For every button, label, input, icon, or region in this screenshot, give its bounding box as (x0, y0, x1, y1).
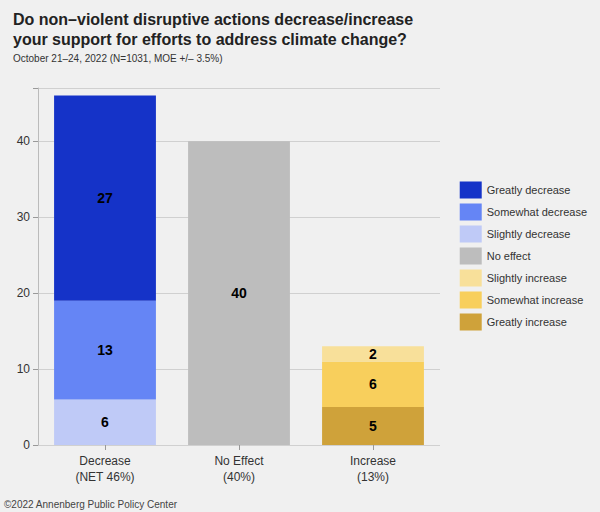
svg-text:40: 40 (231, 285, 247, 301)
svg-text:Greatly increase: Greatly increase (487, 316, 567, 328)
svg-text:Somewhat increase: Somewhat increase (487, 294, 584, 306)
svg-text:Decrease: Decrease (79, 454, 131, 468)
svg-text:6: 6 (369, 376, 377, 392)
svg-text:27: 27 (97, 190, 113, 206)
svg-text:(NET 46%): (NET 46%) (75, 470, 134, 484)
svg-text:Do non–violent disruptive acti: Do non–violent disruptive actions decrea… (13, 11, 413, 28)
svg-text:No effect: No effect (487, 250, 531, 262)
svg-text:20: 20 (17, 286, 31, 300)
svg-text:Increase: Increase (350, 454, 396, 468)
svg-text:10: 10 (17, 362, 31, 376)
svg-text:©2022 Annenberg Public Policy: ©2022 Annenberg Public Policy Center (4, 499, 178, 510)
svg-text:Slightly decrease: Slightly decrease (487, 228, 571, 240)
svg-text:2: 2 (369, 346, 377, 362)
svg-text:(40%): (40%) (223, 470, 255, 484)
svg-text:5: 5 (369, 418, 377, 434)
svg-text:Somewhat decrease: Somewhat decrease (487, 206, 587, 218)
svg-text:40: 40 (17, 134, 31, 148)
svg-text:No Effect: No Effect (214, 454, 264, 468)
svg-text:13: 13 (97, 342, 113, 358)
svg-text:Slightly increase: Slightly increase (487, 272, 567, 284)
svg-text:30: 30 (17, 210, 31, 224)
svg-text:6: 6 (101, 414, 109, 430)
svg-text:0: 0 (23, 438, 30, 452)
svg-text:(13%): (13%) (357, 470, 389, 484)
svg-text:October 21–24, 2022 (N=1031, M: October 21–24, 2022 (N=1031, MOE +/– 3.5… (13, 53, 223, 64)
svg-text:Greatly decrease: Greatly decrease (487, 184, 571, 196)
svg-text:your support for efforts to ad: your support for efforts to address clim… (13, 31, 407, 48)
